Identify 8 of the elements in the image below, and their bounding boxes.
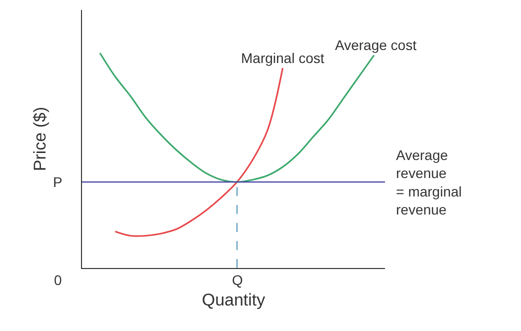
text: P bbox=[53, 174, 62, 190]
ref-line-label: Average revenue = marginal revenue bbox=[396, 147, 462, 218]
series-label: Average cost bbox=[335, 37, 417, 53]
x-axis-title: Quantity bbox=[202, 290, 266, 310]
y-axis-title: Price ($) bbox=[30, 106, 50, 172]
text: Q bbox=[232, 272, 243, 288]
series-label: Marginal cost bbox=[241, 50, 324, 66]
text: 0 bbox=[54, 272, 62, 288]
